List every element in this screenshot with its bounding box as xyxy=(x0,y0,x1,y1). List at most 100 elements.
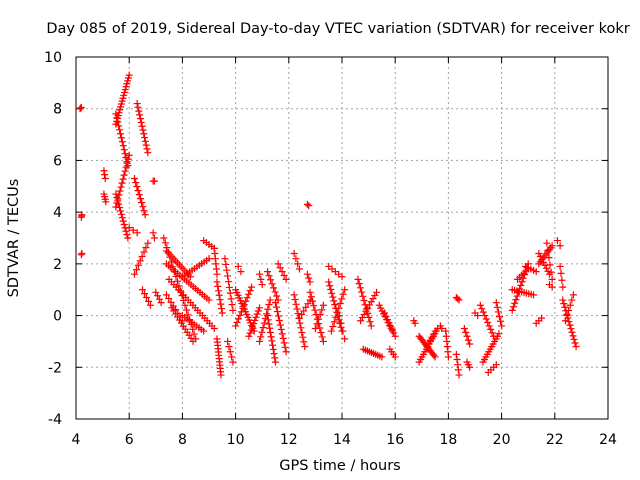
data-point-marker xyxy=(215,291,223,299)
data-point-marker xyxy=(264,312,272,320)
data-point-marker xyxy=(339,327,347,335)
data-point-marker xyxy=(367,322,375,330)
data-point-marker xyxy=(497,317,505,325)
data-point-marker xyxy=(300,338,308,346)
data-point-marker xyxy=(294,260,302,268)
data-point-marker xyxy=(150,177,158,185)
data-point-marker xyxy=(134,261,142,269)
data-point-marker xyxy=(474,312,482,320)
data-point-marker xyxy=(274,260,282,268)
data-point-marker xyxy=(221,255,229,263)
x-tick-label: 4 xyxy=(72,432,81,448)
data-point-marker xyxy=(330,318,338,326)
data-point-marker xyxy=(265,301,273,309)
data-point-marker xyxy=(391,332,399,340)
data-point-marker xyxy=(246,287,254,295)
y-tick-label: 10 xyxy=(44,50,62,66)
data-point-marker xyxy=(569,332,577,340)
data-point-marker xyxy=(144,239,152,247)
data-point-marker xyxy=(200,327,208,335)
data-point-marker xyxy=(154,292,162,300)
data-point-marker xyxy=(390,329,398,337)
data-point-marker xyxy=(556,242,564,250)
data-point-marker xyxy=(117,134,125,142)
data-point-marker xyxy=(224,337,232,345)
data-point-marker xyxy=(225,278,233,286)
data-point-marker xyxy=(378,353,386,361)
data-point-marker xyxy=(423,343,431,351)
data-point-marker xyxy=(114,197,122,205)
data-point-marker xyxy=(162,291,170,299)
data-point-marker xyxy=(532,268,540,276)
y-tick-label: 8 xyxy=(53,102,62,118)
data-point-marker xyxy=(566,321,574,329)
data-point-marker xyxy=(132,266,140,274)
data-point-marker xyxy=(303,270,311,278)
data-point-marker xyxy=(341,335,349,343)
data-point-marker xyxy=(462,328,470,336)
data-point-marker xyxy=(307,293,315,301)
data-point-marker xyxy=(276,321,284,329)
data-point-marker xyxy=(311,306,319,314)
data-point-marker xyxy=(464,336,472,344)
data-point-marker xyxy=(133,100,141,108)
data-point-marker xyxy=(305,274,313,282)
data-point-marker xyxy=(556,262,564,270)
data-point-marker xyxy=(369,295,377,303)
data-point-marker xyxy=(276,264,284,272)
data-point-marker xyxy=(119,175,127,183)
data-point-marker xyxy=(571,339,579,347)
data-point-marker xyxy=(367,298,375,306)
data-point-marker xyxy=(77,103,85,111)
data-point-marker xyxy=(263,310,271,318)
data-point-marker xyxy=(511,299,519,307)
data-point-marker xyxy=(142,293,150,301)
data-point-marker xyxy=(142,244,150,252)
data-point-marker xyxy=(78,211,86,219)
data-point-marker xyxy=(358,288,366,296)
y-tick-label: -4 xyxy=(48,412,62,428)
data-point-marker xyxy=(271,288,279,296)
data-point-marker xyxy=(141,211,149,219)
data-point-marker xyxy=(248,283,256,291)
data-point-marker xyxy=(114,118,122,126)
data-point-marker xyxy=(308,297,316,305)
data-point-marker xyxy=(298,311,306,319)
data-point-marker xyxy=(256,337,264,345)
data-point-marker xyxy=(281,343,289,351)
data-point-marker xyxy=(100,167,108,175)
data-point-marker xyxy=(210,325,218,332)
data-point-marker xyxy=(373,288,381,296)
data-point-marker xyxy=(530,291,538,299)
data-point-marker xyxy=(305,202,313,210)
data-point-marker xyxy=(226,348,234,356)
data-point-marker xyxy=(120,171,128,179)
data-point-marker xyxy=(553,237,561,245)
data-point-marker xyxy=(173,277,181,285)
data-point-marker xyxy=(102,198,110,206)
data-point-marker xyxy=(557,269,565,277)
x-tick-label: 8 xyxy=(178,432,187,448)
data-point-marker xyxy=(119,217,127,225)
data-point-marker xyxy=(117,207,125,215)
data-point-marker xyxy=(478,305,486,313)
data-point-marker xyxy=(485,322,493,330)
data-point-marker xyxy=(246,329,254,337)
data-point-marker xyxy=(264,305,272,313)
data-point-marker xyxy=(216,296,224,304)
data-point-marker xyxy=(268,337,276,345)
data-point-marker xyxy=(385,319,393,327)
data-point-marker xyxy=(140,130,148,138)
data-point-marker xyxy=(124,155,132,163)
x-tick-label: 24 xyxy=(599,432,617,448)
data-point-marker xyxy=(329,322,337,330)
data-point-marker xyxy=(76,105,84,113)
data-point-marker xyxy=(189,325,197,333)
data-point-marker xyxy=(257,275,265,283)
data-point-marker xyxy=(225,283,233,291)
data-point-marker xyxy=(113,114,121,122)
data-point-marker xyxy=(265,272,273,280)
data-point-marker xyxy=(247,326,255,334)
x-axis-label: GPS time / hours xyxy=(279,458,400,474)
data-point-marker xyxy=(217,371,225,379)
